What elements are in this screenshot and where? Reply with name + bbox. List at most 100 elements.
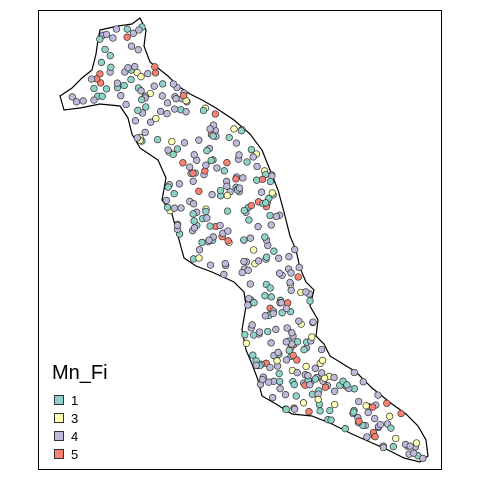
sample-point xyxy=(151,69,160,77)
sample-point xyxy=(169,150,177,159)
sample-points xyxy=(68,23,427,463)
sample-point xyxy=(321,383,330,391)
sample-point xyxy=(285,346,293,355)
sample-point xyxy=(223,182,231,190)
sample-point xyxy=(202,161,210,169)
sample-point xyxy=(385,412,394,420)
legend-item[interactable]: 3 xyxy=(52,409,108,427)
sample-point xyxy=(206,125,214,133)
sample-point xyxy=(221,259,229,268)
sample-point xyxy=(163,110,171,118)
sample-point xyxy=(308,333,316,341)
sample-point xyxy=(123,33,131,41)
sample-point xyxy=(281,391,290,399)
sample-point xyxy=(169,80,178,88)
sample-point xyxy=(131,117,140,125)
map-frame xyxy=(38,10,442,470)
sample-point xyxy=(246,234,255,242)
sample-point xyxy=(113,79,122,87)
sample-point xyxy=(159,80,167,88)
legend: Mn_Fi 1 3 4 5 xyxy=(52,362,108,463)
sample-point xyxy=(190,217,198,225)
sample-point xyxy=(268,189,276,197)
sample-point xyxy=(371,414,379,423)
legend-item[interactable]: 5 xyxy=(52,445,108,463)
sample-point xyxy=(72,98,81,106)
sample-point xyxy=(153,135,162,144)
sample-point xyxy=(290,381,298,389)
sample-point xyxy=(220,167,228,175)
sample-point xyxy=(264,378,273,386)
sample-point xyxy=(389,443,397,451)
sample-point xyxy=(292,392,300,400)
sample-point xyxy=(173,221,182,229)
sample-point xyxy=(355,417,363,425)
sample-point xyxy=(209,132,217,140)
sample-point xyxy=(317,345,326,354)
legend-swatch xyxy=(54,413,64,423)
sample-point xyxy=(383,399,391,407)
legend-item[interactable]: 4 xyxy=(52,427,108,445)
sample-point xyxy=(190,224,199,232)
sample-point xyxy=(133,134,141,142)
legend-swatch xyxy=(54,395,64,405)
sample-point xyxy=(282,356,291,364)
legend-swatch xyxy=(54,431,64,441)
sample-point xyxy=(275,254,283,262)
sample-point xyxy=(246,280,254,288)
sample-point xyxy=(199,106,208,115)
sample-point xyxy=(135,26,143,34)
sample-point xyxy=(180,139,189,147)
sample-point xyxy=(276,385,284,393)
sample-point xyxy=(223,191,231,200)
sample-point xyxy=(294,273,302,281)
sample-point xyxy=(177,204,185,212)
sample-point xyxy=(213,164,221,172)
sample-point xyxy=(410,449,418,457)
sample-point xyxy=(341,425,349,433)
sample-point xyxy=(164,183,172,191)
sample-point xyxy=(112,25,121,33)
sample-point xyxy=(102,30,111,39)
sample-point xyxy=(189,200,198,208)
sample-point xyxy=(273,357,281,365)
sample-point xyxy=(254,223,262,231)
sample-point xyxy=(244,266,252,274)
sample-point xyxy=(371,433,379,441)
legend-label: 1 xyxy=(71,392,79,408)
sample-point xyxy=(224,237,232,245)
sample-point xyxy=(87,75,96,83)
legend-item[interactable]: 1 xyxy=(52,391,108,409)
sample-point xyxy=(244,301,252,309)
sample-point xyxy=(152,114,160,123)
sample-point xyxy=(170,204,179,212)
sample-point xyxy=(254,257,263,265)
sample-point xyxy=(171,105,179,113)
sample-point xyxy=(261,292,269,300)
sample-point xyxy=(253,162,261,171)
sample-point xyxy=(374,391,382,399)
sample-point xyxy=(79,97,87,105)
sample-point xyxy=(262,253,271,261)
sample-point xyxy=(326,406,334,415)
sample-point xyxy=(250,331,258,339)
sample-point xyxy=(287,269,295,277)
sample-point xyxy=(250,299,258,307)
sample-point xyxy=(306,297,314,305)
sample-point xyxy=(266,363,274,372)
sample-point xyxy=(142,103,150,111)
sample-point xyxy=(96,35,104,43)
sample-point xyxy=(282,338,290,346)
sample-point xyxy=(258,375,267,384)
sample-point xyxy=(316,407,324,415)
sample-point xyxy=(240,206,248,215)
sample-point xyxy=(235,151,243,159)
sample-point xyxy=(250,246,258,254)
sample-point xyxy=(101,45,109,54)
sample-point xyxy=(117,92,125,100)
sample-point xyxy=(168,137,176,146)
sample-point xyxy=(264,327,272,336)
legend-swatch xyxy=(54,449,64,459)
sample-point xyxy=(261,233,269,241)
